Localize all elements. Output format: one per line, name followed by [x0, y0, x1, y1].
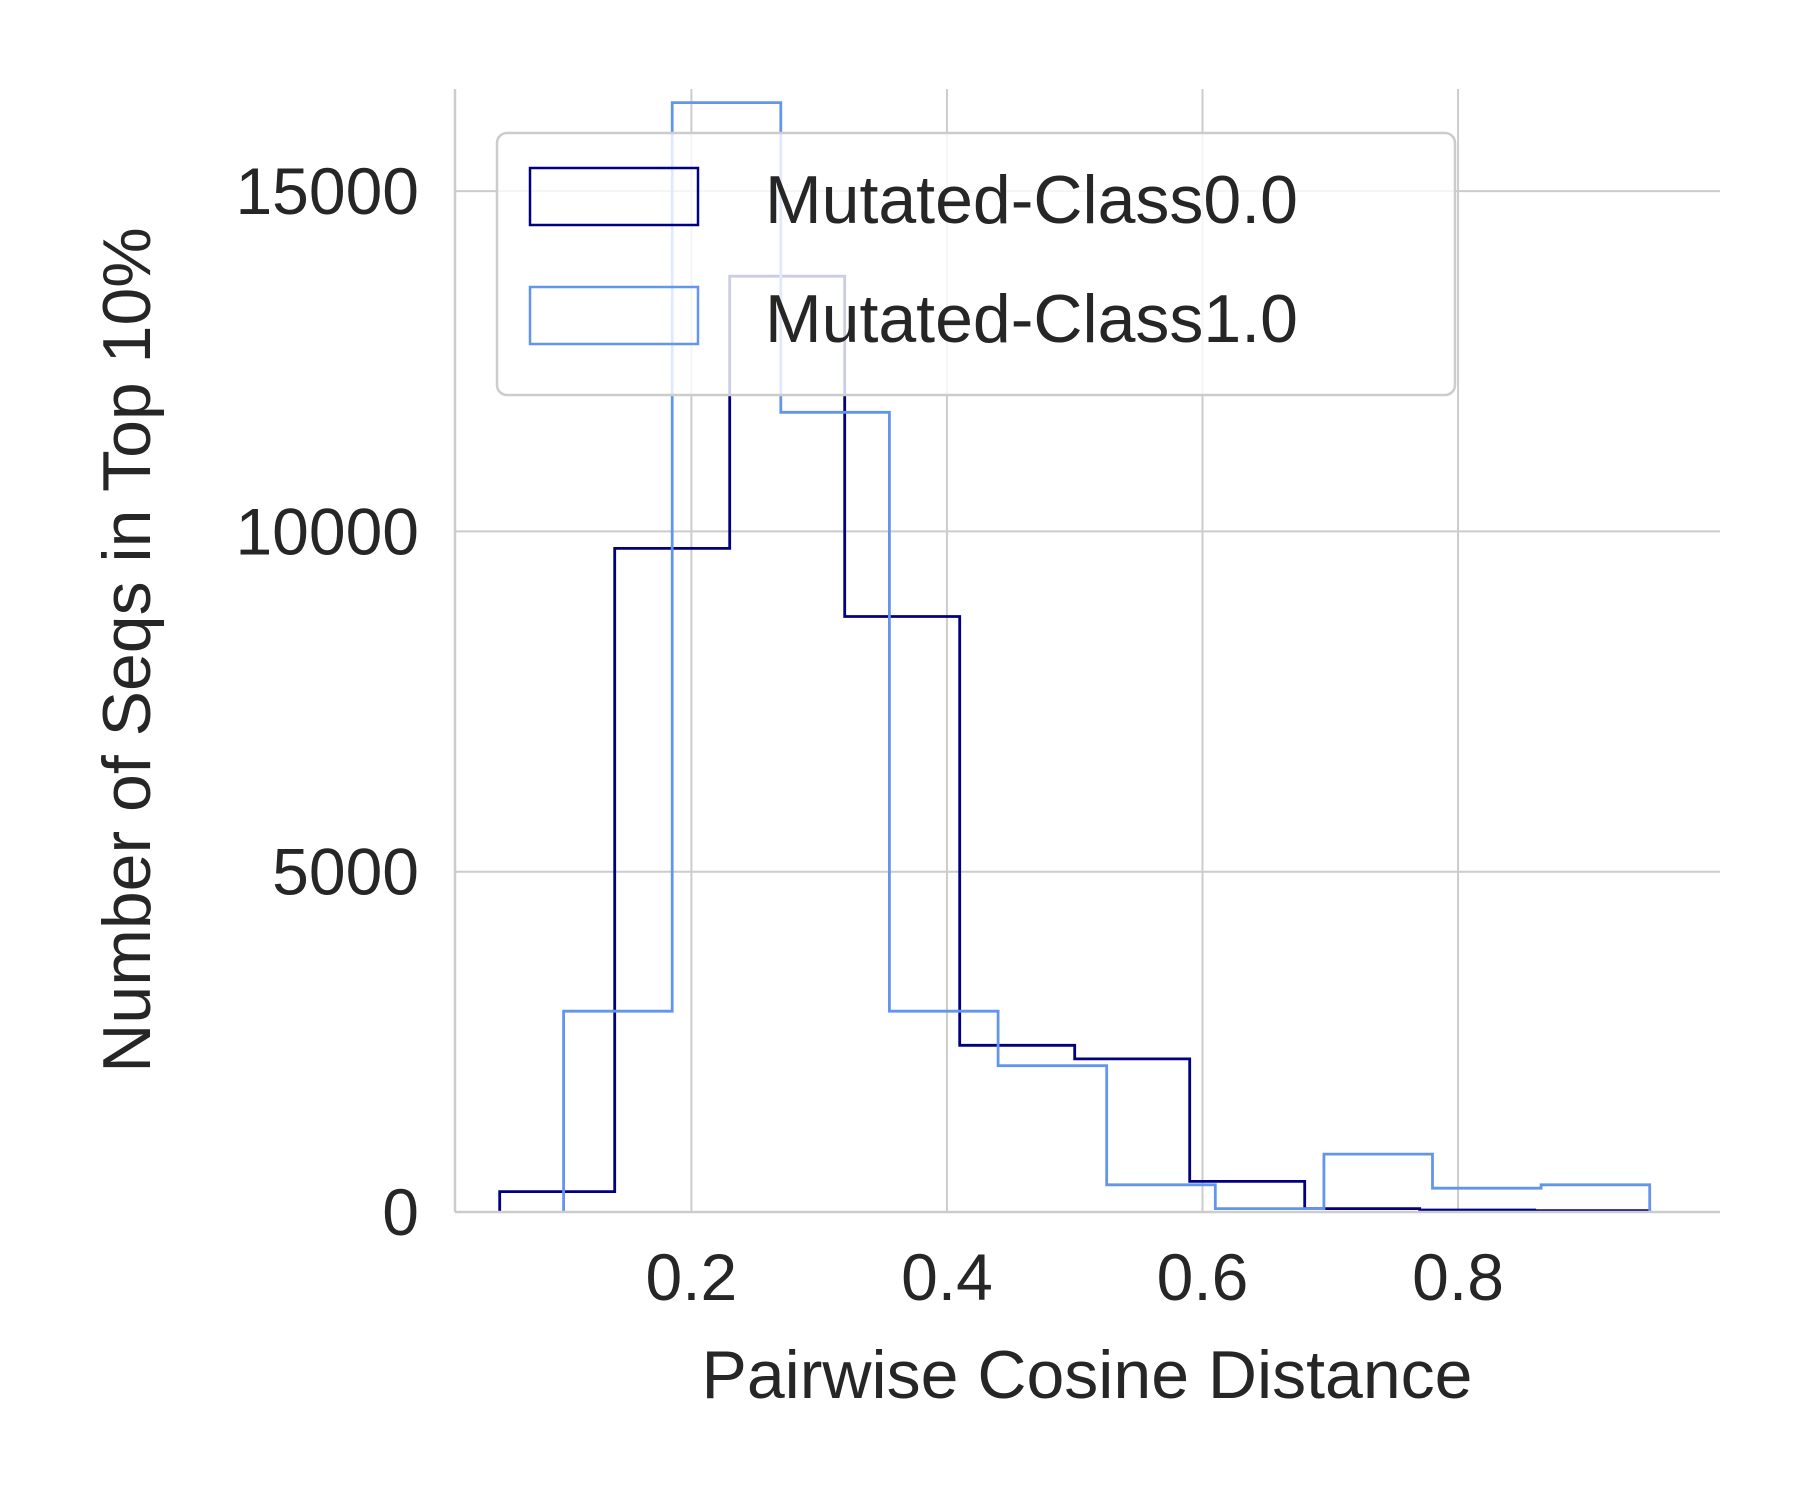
legend-label-class0: Mutated-Class0.0	[765, 162, 1298, 238]
x-tick-labels: 0.2 0.4 0.6 0.8	[646, 1240, 1504, 1314]
legend-label-class1: Mutated-Class1.0	[765, 281, 1298, 357]
x-tick-label: 0.8	[1412, 1240, 1504, 1314]
x-tick-label: 0.6	[1157, 1240, 1249, 1314]
legend-swatch-class1	[528, 285, 700, 346]
y-tick-label: 15000	[235, 154, 419, 228]
legend-swatch-class0	[528, 166, 700, 227]
x-tick-label: 0.2	[646, 1240, 738, 1314]
y-tick-labels: 0 5000 10000 15000	[235, 154, 419, 1249]
legend-frame	[495, 131, 1457, 397]
axis-spines	[453, 89, 1720, 1214]
y-axis-label: Number of Seqs in Top 10%	[89, 227, 165, 1072]
histogram-series-class1	[562, 101, 1652, 1212]
y-tick-label: 0	[382, 1175, 419, 1249]
y-tick-label: 5000	[272, 835, 419, 909]
legend: Mutated-Class0.0 Mutated-Class1.0	[495, 131, 1457, 397]
x-tick-label: 0.4	[901, 1240, 993, 1314]
series-layer	[498, 101, 1652, 1212]
x-axis-label: Pairwise Cosine Distance	[702, 1337, 1473, 1413]
y-tick-label: 10000	[235, 494, 419, 568]
